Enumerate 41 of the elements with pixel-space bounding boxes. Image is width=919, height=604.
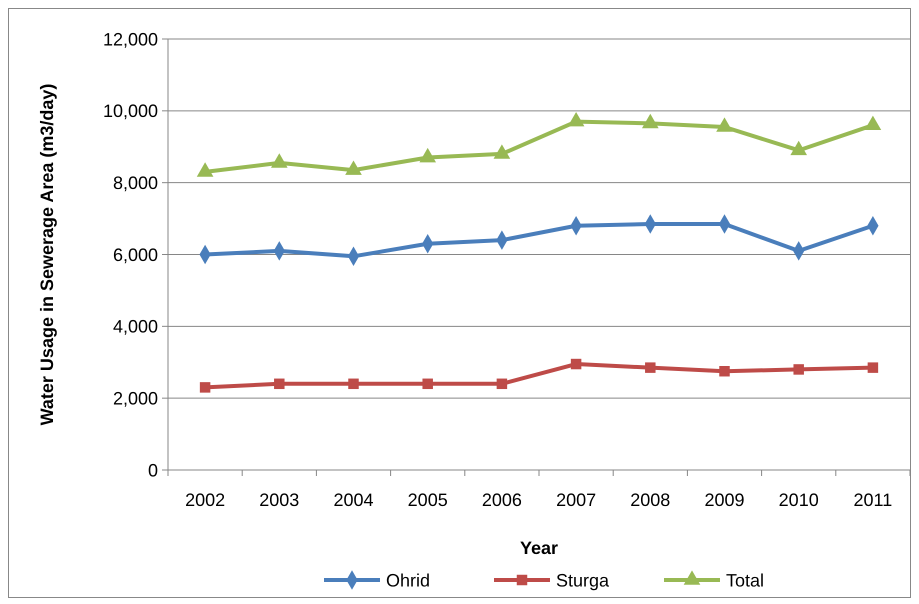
point xyxy=(200,382,210,393)
point xyxy=(645,362,656,373)
x-tick-label: 2008 xyxy=(630,490,670,510)
point xyxy=(196,162,214,177)
point xyxy=(719,366,730,376)
point xyxy=(494,144,510,159)
point xyxy=(793,364,804,375)
x-tick-label: 2010 xyxy=(778,490,819,510)
point xyxy=(419,148,436,162)
point xyxy=(716,117,733,132)
point xyxy=(422,378,433,390)
point xyxy=(496,378,508,390)
y-tick-label: 0 xyxy=(148,460,158,480)
y-tick-label: 2,000 xyxy=(112,388,158,408)
point xyxy=(270,153,288,168)
point xyxy=(348,378,359,390)
x-tick-label: 2005 xyxy=(408,490,448,510)
point xyxy=(642,114,659,128)
point xyxy=(868,362,878,373)
legend-label: Total xyxy=(726,570,764,590)
point xyxy=(345,160,362,175)
x-tick-label: 2009 xyxy=(704,490,745,510)
x-tick-label: 2007 xyxy=(556,490,596,510)
y-tick-label: 10,000 xyxy=(102,101,158,122)
x-tick-label: 2011 xyxy=(854,490,892,510)
y-tick-label: 12,000 xyxy=(102,29,158,50)
legend-label: Sturga xyxy=(556,570,610,590)
y-tick-label: 4,000 xyxy=(112,316,158,337)
point xyxy=(570,358,582,370)
y-tick-label: 6,000 xyxy=(112,244,158,265)
point xyxy=(274,378,285,390)
y-tick-label: 8,000 xyxy=(112,172,158,193)
x-axis-title: Year xyxy=(520,538,558,558)
point xyxy=(790,140,808,156)
legend-label: Ohrid xyxy=(386,570,430,590)
x-tick-label: 2003 xyxy=(259,490,300,510)
y-axis-title: Water Usage in Sewerage Area (m3/day) xyxy=(37,84,57,426)
x-tick-label: 2002 xyxy=(185,490,226,510)
x-tick-label: 2004 xyxy=(333,490,374,510)
x-tick-label: 2006 xyxy=(482,490,522,510)
point xyxy=(864,116,882,130)
